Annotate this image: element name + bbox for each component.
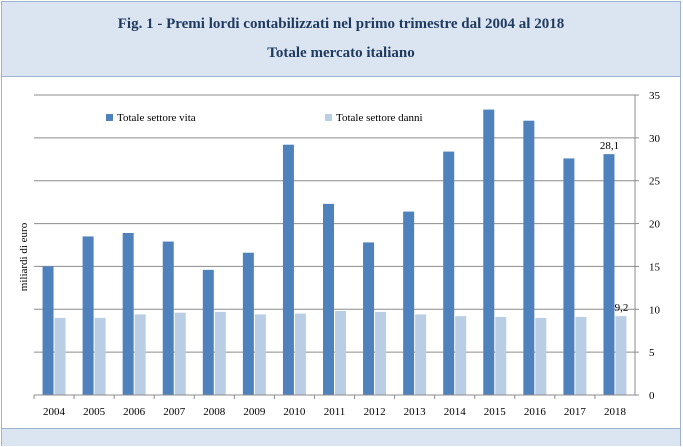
y-tick-label: 5 (649, 347, 655, 359)
bar-vita (42, 266, 54, 395)
x-tick-label: 2016 (524, 406, 547, 418)
y-tick-label: 30 (649, 133, 661, 145)
bar-danni (94, 317, 106, 395)
bar-danni (254, 314, 266, 395)
bar-vita (363, 242, 375, 395)
bar-danni (294, 313, 306, 395)
y-tick-label: 10 (649, 304, 661, 316)
legend-label: Totale settore vita (117, 112, 196, 124)
bar-vita (122, 233, 134, 395)
x-tick-label: 2012 (364, 406, 386, 418)
y-tick-label: 35 (649, 90, 661, 102)
figure-title: Fig. 1 - Premi lordi contabilizzati nel … (117, 16, 565, 32)
x-tick-label: 2014 (444, 406, 467, 418)
x-tick-label: 2017 (564, 406, 587, 418)
legend-swatch (325, 114, 332, 121)
bar-vita (323, 203, 334, 395)
y-tick-label: 25 (649, 176, 661, 188)
bar-danni (214, 311, 226, 395)
bar-vita (563, 158, 575, 395)
bar-vita (483, 109, 495, 396)
bar-vita (82, 236, 94, 395)
bar-danni (174, 312, 186, 395)
x-tick-label: 2008 (203, 406, 226, 418)
bar-chart: 0 5 10 15 20 25 30 35 miliardi di euro 2004 2005 20… (18, 90, 661, 418)
bar-vita (162, 241, 174, 395)
bar-danni (335, 311, 346, 395)
data-label: 9,2 (615, 302, 629, 314)
legend-label: Totale settore danni (336, 112, 423, 124)
x-tick-label: 2013 (404, 406, 427, 418)
bar-vita (603, 154, 615, 395)
data-label: 28,1 (600, 140, 619, 152)
bar-danni (134, 314, 146, 395)
x-tick-label: 2004 (43, 406, 66, 418)
y-tick-label: 0 (649, 390, 655, 402)
bar-vita (242, 252, 254, 395)
chart-area: 0 5 10 15 20 25 30 35 miliardi di euro 2004 2005 20… (2, 77, 680, 423)
x-tick-label: 2015 (484, 406, 507, 418)
x-tick-label: 2005 (83, 406, 106, 418)
bar-vita (443, 151, 455, 395)
y-tick-label: 20 (649, 219, 661, 231)
x-tick-label: 2009 (243, 406, 266, 418)
x-tick-label: 2006 (123, 406, 146, 418)
bar-vita (202, 269, 214, 395)
figure-header: Fig. 1 - Premi lordi contabilizzati nel … (2, 2, 680, 77)
bar-danni (54, 317, 66, 395)
bar-danni (415, 314, 427, 395)
bar-danni (575, 317, 587, 395)
y-tick-label: 15 (649, 261, 661, 273)
y-axis-label: miliardi di euro (18, 222, 30, 291)
figure-footer-bar (2, 428, 680, 446)
bar-danni (375, 311, 387, 395)
bar-vita (403, 211, 415, 395)
bar-danni (455, 316, 467, 395)
bar-danni (535, 317, 547, 395)
legend-swatch (106, 114, 113, 121)
bar-danni (615, 316, 627, 395)
bar-vita (282, 144, 294, 395)
x-tick-label: 2018 (604, 406, 627, 418)
bar-danni (495, 317, 507, 395)
bar-vita (523, 120, 535, 395)
x-tick-label: 2011 (324, 406, 346, 418)
x-tick-label: 2010 (283, 406, 306, 418)
figure-subtitle: Totale mercato italiano (267, 45, 415, 61)
x-tick-label: 2007 (163, 406, 186, 418)
